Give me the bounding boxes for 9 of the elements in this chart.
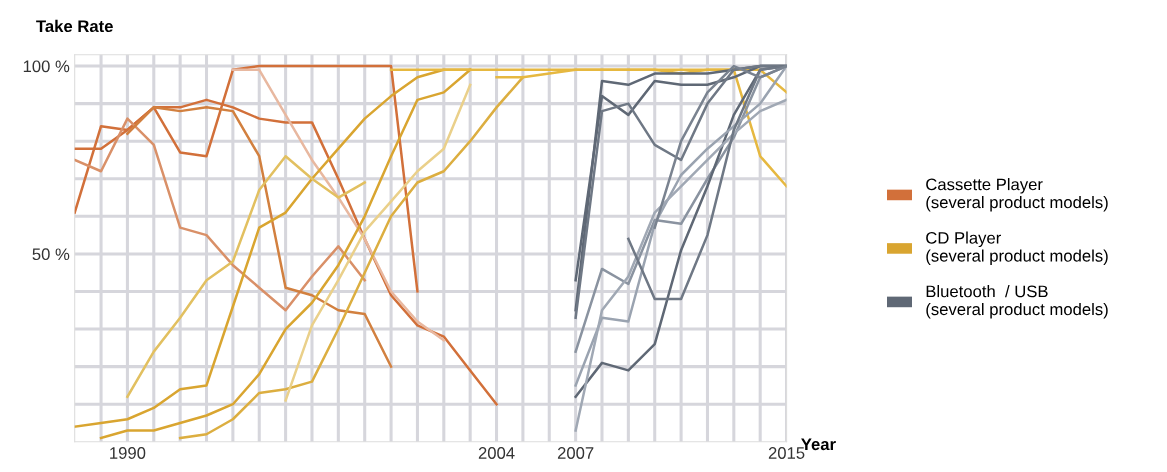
legend-label: CD Player (several product models) (926, 231, 1108, 266)
y-tick-label: 100 % (23, 60, 70, 73)
y-tick-label: 50 % (32, 248, 70, 261)
legend-label: Bluetooth / USB (several product models) (926, 285, 1108, 319)
y-axis-title: Take Rate (36, 19, 113, 33)
x-tick-label: 1990 (110, 447, 146, 459)
x-tick-label: 2007 (557, 447, 594, 459)
legend-label: Cassette Player (several product models) (926, 178, 1108, 212)
x-tick-label: 2004 (478, 447, 515, 459)
